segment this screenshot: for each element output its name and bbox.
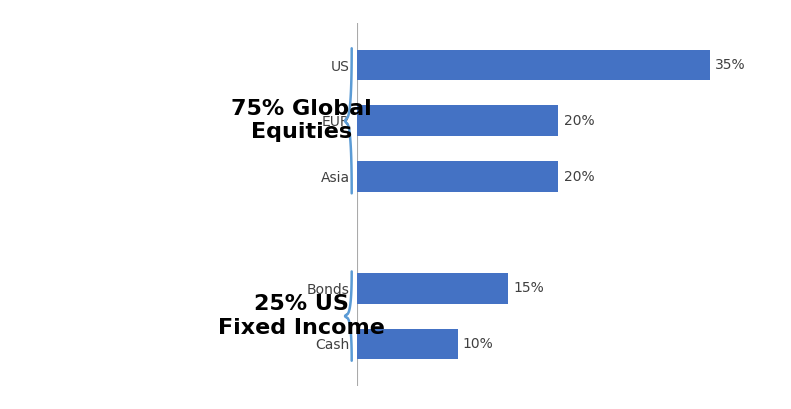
- Bar: [357, 329, 458, 360]
- Text: 25% US
Fixed Income: 25% US Fixed Income: [218, 294, 384, 338]
- Bar: [357, 49, 710, 80]
- Text: 20%: 20%: [563, 170, 594, 184]
- Bar: [357, 273, 508, 303]
- Text: 35%: 35%: [715, 58, 745, 72]
- Text: 75% Global
Equities: 75% Global Equities: [231, 99, 372, 142]
- Text: 10%: 10%: [463, 337, 494, 351]
- Bar: [357, 161, 558, 192]
- Text: 15%: 15%: [513, 281, 544, 295]
- Text: 20%: 20%: [563, 114, 594, 128]
- Bar: [357, 106, 558, 136]
